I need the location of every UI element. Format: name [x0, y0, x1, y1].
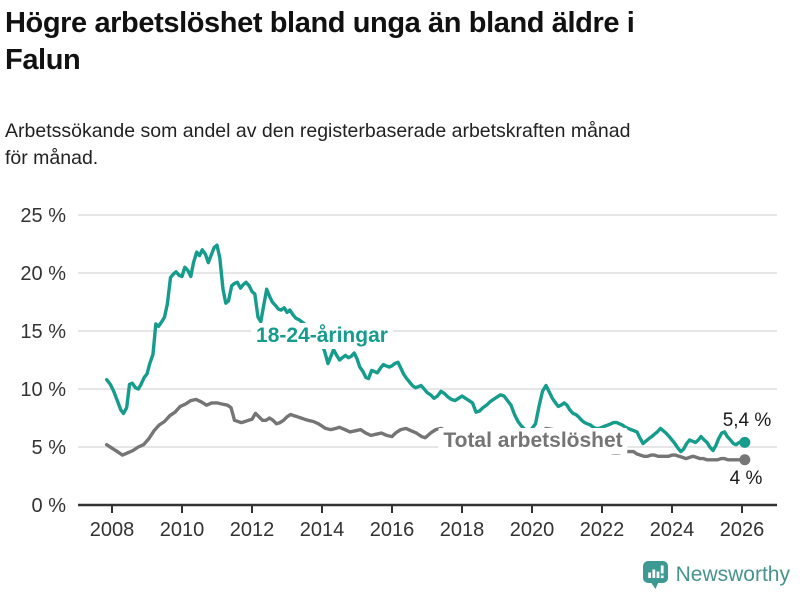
newsworthy-logo: Newsworthy: [642, 560, 790, 590]
end-value-label-total: 4 %: [729, 468, 763, 489]
x-axis-tick-label: 2012: [230, 519, 275, 541]
y-axis-tick-label: 5 %: [32, 437, 67, 459]
x-axis-tick-label: 2018: [440, 519, 485, 541]
y-axis-tick-label: 15 %: [20, 321, 66, 343]
y-axis-tick-label: 0 %: [32, 495, 67, 517]
y-axis-tick-label: 25 %: [20, 205, 66, 227]
x-axis-tick-label: 2026: [720, 519, 765, 541]
x-axis-tick-label: 2020: [510, 519, 555, 541]
page-title-line-2: Falun: [5, 44, 81, 76]
series-line-youth: [104, 243, 747, 454]
end-dot-total: [739, 454, 751, 466]
chart-subtitle-line-1: Arbetssökande som andel av den registerb…: [5, 120, 631, 142]
series-label-youth: 18-24-åringar: [251, 323, 393, 349]
newsworthy-speech-bubble-bar-chart-icon: [642, 561, 668, 589]
end-dot-youth: [739, 436, 751, 448]
x-axis-tick-label: 2016: [370, 519, 415, 541]
x-axis-tick-label: 2008: [90, 519, 135, 541]
series-label-total: Total arbetslöshet: [438, 428, 628, 454]
y-axis-tick-label: 10 %: [20, 379, 66, 401]
newsworthy-logo-text: Newsworthy: [675, 563, 790, 586]
page-title: Högre arbetslöshet bland unga än bland ä…: [5, 5, 797, 79]
x-axis-tick-label: 2022: [580, 519, 625, 541]
x-axis-tick-label: 2010: [160, 519, 205, 541]
series-line-total: [104, 397, 747, 462]
chart-subtitle: Arbetssökande som andel av den registerb…: [5, 118, 797, 172]
x-axis-tick-label: 2014: [300, 519, 345, 541]
y-axis-tick-label: 20 %: [20, 263, 66, 285]
page-title-line-1: Högre arbetslöshet bland unga än bland ä…: [5, 7, 635, 39]
end-value-label-youth: 5,4 %: [722, 410, 772, 431]
chart-subtitle-line-2: för månad.: [5, 147, 99, 169]
x-axis-tick-label: 2024: [650, 519, 695, 541]
